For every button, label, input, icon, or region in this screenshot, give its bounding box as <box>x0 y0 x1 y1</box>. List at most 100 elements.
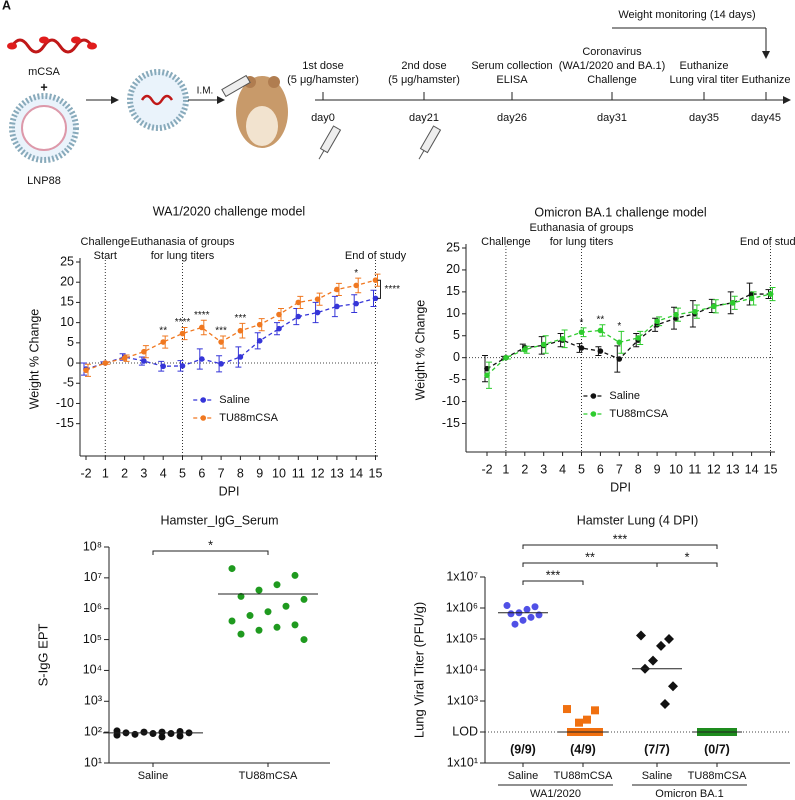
timeline-day: day35 <box>689 112 719 124</box>
point <box>131 730 139 738</box>
timeline-day: day45 <box>751 112 781 124</box>
significance: ** <box>597 314 605 325</box>
x-tick-label: Saline <box>508 770 539 782</box>
x-tick-label: 8 <box>635 462 642 476</box>
point <box>300 595 308 603</box>
timeline-day: day21 <box>409 112 439 124</box>
x-tick-label: 14 <box>349 466 363 480</box>
significance: **** <box>175 317 191 328</box>
x-tick-label: 13 <box>726 462 740 476</box>
legend-label: Saline <box>219 394 250 406</box>
point <box>527 613 535 621</box>
legend-dot <box>200 415 207 421</box>
point <box>656 640 666 651</box>
x-tick-label: 7 <box>616 462 623 476</box>
plus-sign: + <box>40 80 47 94</box>
significance: * <box>617 321 621 332</box>
y-tick-label: 10³ <box>84 694 102 708</box>
y-tick-label: 10⁴ <box>83 663 102 677</box>
timeline-event: Coronavirus <box>582 46 642 58</box>
point <box>654 318 660 325</box>
y-tick-label: 1x10³ <box>447 693 478 707</box>
syringe <box>418 125 442 160</box>
comparison-label: * <box>208 538 213 552</box>
x-tick-label: -2 <box>481 462 492 476</box>
point <box>648 655 658 666</box>
event-label: Euthanasia of groups <box>131 236 235 248</box>
significance: *** <box>235 313 247 324</box>
point <box>199 356 205 362</box>
chart-title: Hamster Lung (4 DPI) <box>577 513 699 527</box>
timeline-event: Euthanize <box>680 60 729 72</box>
point <box>237 354 244 360</box>
monitoring-label: Weight monitoring (14 days) <box>618 9 755 21</box>
x-tick-label: 3 <box>140 466 147 480</box>
point <box>218 339 224 345</box>
point <box>140 728 148 736</box>
x-tick-label: 11 <box>688 462 701 476</box>
point <box>160 339 166 345</box>
point <box>616 356 623 362</box>
syringe <box>221 74 251 98</box>
point <box>583 715 591 724</box>
y-tick-label: 10 <box>446 306 460 320</box>
x-tick-label: 12 <box>707 462 721 476</box>
timeline-event: ELISA <box>496 74 528 86</box>
point <box>273 623 281 631</box>
point <box>218 361 224 367</box>
significance: * <box>354 268 358 279</box>
x-tick-label: 11 <box>292 466 305 480</box>
carrier-label: LNP88 <box>27 175 61 187</box>
point <box>767 291 774 297</box>
x-tick-label: 10 <box>272 466 286 480</box>
point <box>484 365 490 372</box>
significance: *** <box>215 326 227 337</box>
point <box>141 358 147 364</box>
point <box>563 705 571 714</box>
point <box>246 612 254 620</box>
antigen-dot <box>87 42 97 50</box>
point <box>237 327 244 334</box>
legend-dot <box>200 397 207 403</box>
y-tick-label: 0 <box>453 350 460 364</box>
point <box>273 581 281 589</box>
comparison-label: ** <box>585 550 595 564</box>
comparison-label: *** <box>546 568 561 582</box>
event-label: Challenge <box>81 236 131 248</box>
point <box>531 603 539 611</box>
legend-label: TU88mCSA <box>219 412 278 424</box>
hamster-belly <box>246 106 278 146</box>
point <box>113 731 121 739</box>
end-significance: **** <box>385 284 401 295</box>
y-tick-label: 25 <box>60 254 74 268</box>
point <box>597 327 604 334</box>
schematic: mCSA + LNP88 I.M. Weight monitoring (14 … <box>7 9 791 187</box>
point <box>334 286 340 293</box>
x-tick-label: 14 <box>745 462 759 476</box>
y-tick-label: 15 <box>60 295 74 309</box>
point <box>507 610 515 618</box>
point <box>256 338 263 344</box>
x-tick-label: 9 <box>256 466 263 480</box>
point <box>591 706 599 715</box>
y-tick-label: 10⁸ <box>83 539 102 553</box>
lnp-loaded <box>127 69 189 131</box>
point <box>523 605 531 613</box>
timeline-day: day26 <box>497 112 527 124</box>
point <box>291 571 299 579</box>
comparison-bracket <box>656 562 718 567</box>
antigen-dot <box>7 42 17 50</box>
timeline-event: 2nd dose <box>401 60 446 72</box>
event-label: for lung titers <box>151 250 215 262</box>
point <box>314 296 321 302</box>
point <box>121 355 128 361</box>
point <box>729 300 736 306</box>
point <box>237 592 245 600</box>
timeline-event: (5 μg/hamster) <box>287 74 359 86</box>
timeline-event: (WA1/2020 and BA.1) <box>559 60 666 72</box>
comparison-bracket <box>522 544 718 549</box>
x-tick-label: 10 <box>669 462 683 476</box>
point <box>228 565 236 573</box>
y-tick-label: 0 <box>67 355 74 369</box>
y-tick-label: 20 <box>446 262 460 276</box>
